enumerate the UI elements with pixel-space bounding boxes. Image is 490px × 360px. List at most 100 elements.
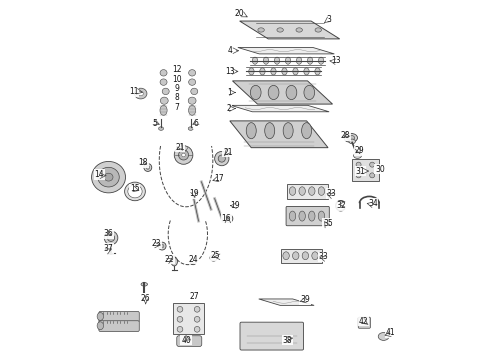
- Text: 26: 26: [141, 294, 150, 303]
- Ellipse shape: [307, 57, 313, 64]
- Ellipse shape: [299, 211, 305, 221]
- FancyBboxPatch shape: [358, 317, 370, 328]
- Text: 31: 31: [355, 167, 365, 176]
- Text: 3: 3: [327, 15, 332, 24]
- Text: 33: 33: [326, 189, 336, 198]
- FancyBboxPatch shape: [352, 158, 379, 181]
- Ellipse shape: [289, 211, 296, 221]
- Ellipse shape: [191, 88, 198, 95]
- Text: 24: 24: [188, 255, 198, 264]
- Text: 22: 22: [165, 255, 174, 264]
- Ellipse shape: [104, 173, 113, 181]
- Ellipse shape: [194, 316, 200, 322]
- Ellipse shape: [318, 57, 324, 64]
- Ellipse shape: [309, 211, 315, 221]
- FancyBboxPatch shape: [286, 206, 329, 226]
- Ellipse shape: [124, 182, 146, 201]
- Text: 20: 20: [235, 9, 244, 18]
- Ellipse shape: [246, 123, 256, 139]
- Text: 32: 32: [336, 201, 345, 210]
- Ellipse shape: [188, 97, 196, 104]
- Ellipse shape: [107, 234, 115, 242]
- Ellipse shape: [258, 28, 264, 32]
- Ellipse shape: [189, 79, 196, 85]
- Ellipse shape: [299, 187, 305, 195]
- Ellipse shape: [296, 57, 302, 64]
- FancyBboxPatch shape: [281, 249, 322, 263]
- Text: 9: 9: [175, 84, 179, 93]
- Ellipse shape: [304, 68, 309, 75]
- Text: 30: 30: [375, 165, 385, 174]
- Ellipse shape: [356, 162, 361, 167]
- Ellipse shape: [98, 167, 119, 187]
- Ellipse shape: [260, 68, 265, 75]
- Ellipse shape: [378, 333, 389, 341]
- Polygon shape: [232, 81, 333, 104]
- Ellipse shape: [189, 69, 196, 76]
- Ellipse shape: [265, 123, 275, 139]
- Ellipse shape: [274, 57, 280, 64]
- Ellipse shape: [286, 85, 297, 100]
- Ellipse shape: [182, 153, 185, 157]
- Text: 19: 19: [230, 201, 240, 210]
- Polygon shape: [230, 121, 328, 148]
- FancyBboxPatch shape: [99, 321, 139, 332]
- Text: 2: 2: [227, 104, 232, 113]
- Ellipse shape: [289, 187, 296, 195]
- Text: 40: 40: [181, 336, 191, 345]
- Text: 34: 34: [368, 199, 378, 208]
- Ellipse shape: [318, 211, 325, 221]
- Text: 7: 7: [175, 103, 179, 112]
- Ellipse shape: [174, 146, 193, 164]
- Text: 38: 38: [282, 336, 292, 345]
- Ellipse shape: [271, 68, 276, 75]
- Text: 39: 39: [300, 295, 310, 304]
- Ellipse shape: [160, 69, 167, 76]
- Ellipse shape: [210, 255, 217, 261]
- Ellipse shape: [160, 97, 168, 104]
- Ellipse shape: [318, 187, 325, 195]
- Ellipse shape: [277, 28, 283, 32]
- Ellipse shape: [178, 150, 189, 160]
- Text: 13: 13: [331, 56, 341, 65]
- Ellipse shape: [315, 28, 321, 32]
- Ellipse shape: [249, 68, 254, 75]
- Ellipse shape: [369, 162, 375, 167]
- Ellipse shape: [304, 85, 315, 100]
- Ellipse shape: [302, 123, 312, 139]
- Ellipse shape: [225, 215, 233, 222]
- Text: 4: 4: [227, 46, 232, 55]
- Ellipse shape: [268, 85, 279, 100]
- Ellipse shape: [312, 252, 318, 260]
- Ellipse shape: [160, 79, 167, 85]
- FancyBboxPatch shape: [287, 184, 328, 199]
- Polygon shape: [259, 299, 314, 305]
- Ellipse shape: [282, 68, 287, 75]
- Ellipse shape: [218, 155, 225, 162]
- Ellipse shape: [283, 123, 293, 139]
- Text: 42: 42: [359, 316, 368, 325]
- Text: 1: 1: [227, 88, 232, 97]
- Ellipse shape: [194, 306, 200, 312]
- Ellipse shape: [296, 28, 302, 32]
- Polygon shape: [240, 21, 340, 39]
- Ellipse shape: [189, 105, 196, 115]
- Text: 21: 21: [175, 143, 185, 152]
- Ellipse shape: [138, 91, 144, 96]
- Text: 35: 35: [323, 219, 333, 228]
- Text: 12: 12: [172, 66, 182, 75]
- Text: 33: 33: [318, 252, 328, 261]
- Text: 36: 36: [104, 229, 113, 238]
- Text: 18: 18: [139, 158, 148, 167]
- Ellipse shape: [356, 173, 361, 178]
- Ellipse shape: [250, 85, 261, 100]
- Text: 6: 6: [193, 119, 198, 128]
- FancyBboxPatch shape: [240, 322, 304, 350]
- Text: 15: 15: [130, 184, 140, 193]
- Ellipse shape: [344, 134, 358, 142]
- Polygon shape: [231, 105, 329, 112]
- Ellipse shape: [263, 57, 269, 64]
- Ellipse shape: [283, 252, 289, 260]
- Ellipse shape: [349, 139, 355, 144]
- Ellipse shape: [144, 163, 152, 171]
